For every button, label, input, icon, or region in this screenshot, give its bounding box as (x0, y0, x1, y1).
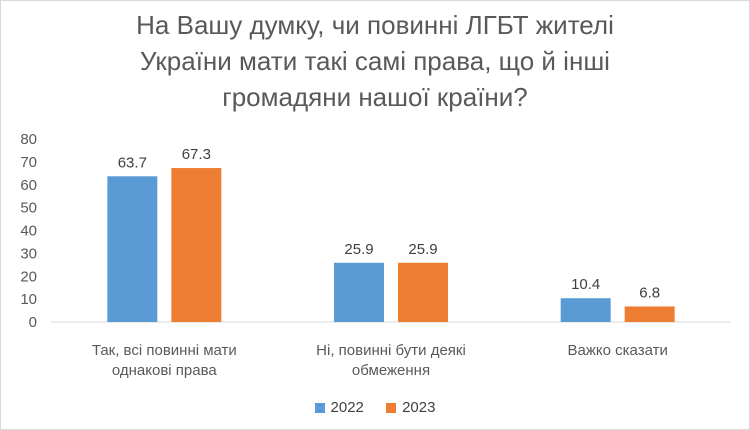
y-tick-label: 20 (20, 268, 37, 285)
x-tick-label: обмеження (352, 362, 430, 379)
y-tick-label: 60 (20, 177, 37, 194)
legend: 2022 2023 (1, 399, 749, 417)
legend-swatch-2023 (386, 402, 397, 413)
y-tick-label: 70 (20, 154, 37, 171)
legend-item-2023: 2023 (386, 399, 435, 416)
y-tick-label: 50 (20, 200, 37, 217)
legend-label-2023: 2023 (402, 399, 436, 416)
bar-2022 (334, 262, 384, 322)
chart-title-line-1: На Вашу думку, чи повинні ЛГБТ жителі (136, 10, 614, 40)
data-label-2022: 10.4 (571, 276, 600, 293)
bar-2023 (398, 262, 448, 322)
data-label-2023: 25.9 (408, 241, 437, 258)
data-label-2023: 6.8 (639, 284, 660, 301)
bar-2022 (107, 176, 158, 322)
x-tick-label: Ні, повинні бути деякі (316, 342, 466, 359)
legend-item-2022: 2022 (314, 399, 364, 416)
data-label-2022: 25.9 (344, 241, 373, 258)
bar-2023 (624, 306, 675, 322)
legend-label-2022: 2022 (330, 399, 364, 416)
data-label-2023: 67.3 (182, 146, 211, 163)
bar-2022 (560, 298, 611, 322)
chart-title-line-2: України мати такі самі права, що й інші (140, 46, 610, 76)
data-label-2022: 63.7 (118, 154, 147, 171)
chart-title: На Вашу думку, чи повинні ЛГБТ жителі Ук… (1, 7, 749, 115)
y-tick-label: 0 (29, 314, 37, 331)
y-tick-label: 40 (20, 223, 37, 240)
chart-title-line-3: громадяни нашої країни? (222, 82, 528, 112)
x-tick-label: Важко сказати (568, 342, 668, 359)
bar-2023 (171, 168, 222, 322)
legend-swatch-2022 (314, 402, 325, 413)
y-tick-label: 30 (20, 245, 37, 262)
x-tick-label: однакові права (112, 362, 218, 379)
x-tick-label: Так, всі повинні мати (92, 342, 237, 359)
y-tick-label: 10 (20, 291, 37, 308)
y-tick-label: 80 (20, 131, 37, 148)
